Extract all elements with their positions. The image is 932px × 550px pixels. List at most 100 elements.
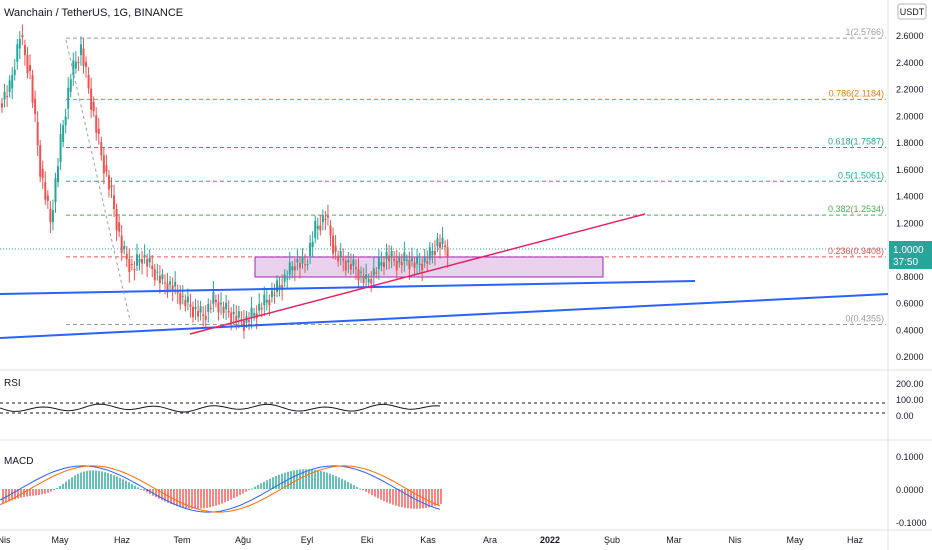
- candle-body: [31, 75, 34, 103]
- candle-body: [370, 279, 373, 284]
- macd-signal-line: [0, 465, 441, 513]
- macd-histogram-bar: [143, 489, 145, 491]
- macd-histogram-bar: [353, 485, 355, 489]
- candle-body: [225, 302, 228, 310]
- candle-body: [400, 261, 403, 266]
- time-tick-label: 2022: [540, 535, 560, 545]
- candle-body: [258, 303, 261, 311]
- macd-histogram-bar: [281, 473, 283, 489]
- macd-histogram-bar: [290, 470, 292, 489]
- candle-body: [217, 302, 220, 313]
- candle-body: [380, 262, 383, 266]
- trendlines: [0, 39, 889, 339]
- macd-histogram-bar: [272, 477, 274, 489]
- candle-body: [102, 155, 105, 174]
- candle-body: [179, 293, 182, 305]
- candle-body: [181, 295, 184, 297]
- candle-body: [276, 280, 279, 292]
- macd-histogram-bar: [155, 489, 157, 498]
- time-tick-label: May: [786, 535, 804, 545]
- macd-histogram-bar: [293, 470, 295, 489]
- macd-histogram-bar: [71, 477, 73, 489]
- macd-histogram-bar: [173, 489, 175, 506]
- candle-body: [125, 254, 128, 260]
- macd-histogram-bar: [371, 489, 373, 496]
- candle-body: [388, 255, 391, 262]
- candle-body: [194, 306, 197, 310]
- candle-body: [123, 245, 126, 249]
- macd-histogram-bar: [386, 489, 388, 503]
- macd-histogram-bar: [416, 489, 418, 509]
- candle-body: [441, 237, 444, 244]
- macd-histogram-bar: [146, 489, 148, 493]
- candle-body: [184, 299, 187, 307]
- candle-body: [337, 255, 340, 262]
- macd-tick-label: 0.1000: [896, 452, 924, 462]
- candle-body: [26, 55, 29, 74]
- macd-histogram-bar: [368, 489, 370, 494]
- trendline-lower-blue[interactable]: [0, 293, 889, 339]
- candle-body: [21, 35, 24, 38]
- candle-body: [146, 259, 149, 267]
- macd-histogram-bar: [389, 489, 391, 504]
- macd-histogram-bar: [47, 489, 49, 493]
- candle-body: [421, 263, 424, 271]
- fib-level-label: 0.382(1.2534): [828, 204, 884, 214]
- macd-histogram-bar: [89, 470, 91, 489]
- time-tick-label: Ağu: [235, 535, 251, 545]
- macd-histogram-bar: [59, 486, 61, 489]
- macd-histogram-bar: [323, 471, 325, 489]
- macd-histogram-bar: [434, 489, 436, 506]
- fib-level-label: 1(2.5766): [845, 27, 884, 37]
- macd-histogram-bar: [53, 489, 55, 490]
- time-tick-label: Haz: [114, 535, 131, 545]
- trendline-red[interactable]: [189, 213, 646, 335]
- candle-body: [426, 261, 429, 264]
- macd-histogram-bar: [80, 472, 82, 489]
- price-label-value: 1.0000: [893, 245, 924, 256]
- candle-body: [49, 208, 52, 223]
- fib-level-label: 0.786(2.1184): [829, 88, 884, 98]
- macd-histogram-bar: [185, 489, 187, 509]
- candle-body: [204, 315, 207, 320]
- candle-body: [293, 266, 296, 271]
- price-tick-label: 1.4000: [896, 192, 924, 202]
- price-tick-label: 2.0000: [896, 111, 924, 121]
- macd-histogram-bar: [221, 489, 223, 504]
- price-label-box: [889, 241, 932, 269]
- macd-histogram-bar: [218, 489, 220, 505]
- macd-histogram-bar: [5, 489, 7, 503]
- macd-histogram-bar: [152, 489, 154, 496]
- candle-body: [29, 65, 32, 72]
- macd-histogram-bar: [341, 478, 343, 489]
- candle-body: [309, 242, 312, 257]
- macd-histogram-bar: [50, 489, 52, 492]
- candle-body: [90, 88, 93, 110]
- trendline-upper-blue[interactable]: [0, 280, 696, 295]
- candle-body: [232, 311, 235, 315]
- fib-level-label: 0.236(0.9408): [828, 246, 884, 256]
- macd-label: MACD: [4, 456, 33, 467]
- candle-body: [283, 274, 286, 282]
- candle-body: [431, 251, 434, 256]
- price-tick-label: 0.8000: [896, 272, 924, 282]
- candle-body: [197, 310, 200, 317]
- macd-histogram-bar: [134, 485, 136, 489]
- candle-body: [8, 80, 11, 93]
- candle-body: [148, 257, 151, 263]
- candle-body: [36, 121, 39, 146]
- currency-badge-box[interactable]: [897, 3, 927, 20]
- candle-body: [444, 245, 447, 248]
- macd-histogram-bar: [257, 485, 259, 489]
- fib-level-label: 0.5(1.5061): [838, 170, 884, 180]
- candle-body: [248, 320, 251, 322]
- currency-badge[interactable]: USDT: [900, 7, 925, 17]
- macd-histogram-bar: [137, 487, 139, 489]
- candle-body: [214, 299, 217, 303]
- macd-histogram-bar: [437, 489, 439, 505]
- macd-histogram-bar: [74, 475, 76, 489]
- candle-body: [319, 225, 322, 231]
- candle-body: [64, 116, 67, 126]
